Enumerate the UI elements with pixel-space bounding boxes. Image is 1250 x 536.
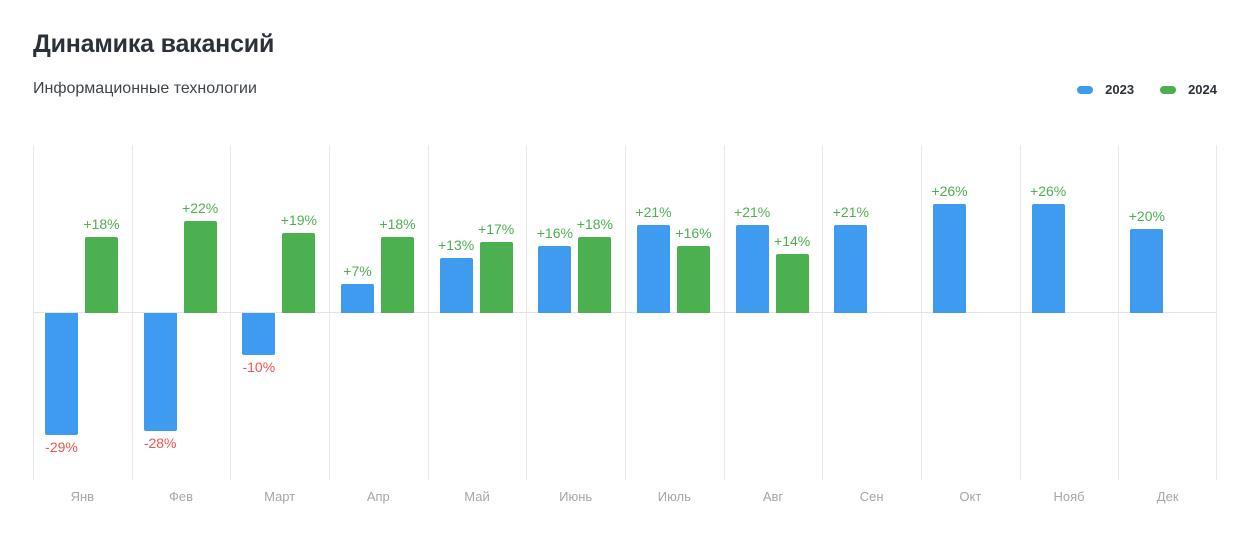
bar-2023-окт[interactable] [933,203,966,313]
bar-2023-июль[interactable] [637,224,670,313]
bar-value-label: -28% [143,434,177,451]
bar-value-label: +21% [832,203,869,220]
bar-2023-янв[interactable] [45,313,78,435]
x-axis-label-апр: Апр [366,489,390,504]
bar-2023-дек[interactable] [1130,229,1164,313]
bar-2023-нояб[interactable] [1031,203,1065,313]
x-axis-label-янв: Янв [70,489,95,504]
x-axis-label-фев: Фев [168,489,194,504]
bar-2024-май[interactable] [479,241,513,313]
bar-value-label: +17% [478,220,515,237]
bar-value-label: +19% [280,212,317,229]
bar-2024-фев[interactable] [183,220,217,313]
bar-2023-апр[interactable] [341,283,374,313]
x-axis-label-сен: Сен [859,489,884,504]
zero-axis-line [33,312,1217,313]
x-axis-label-март: Март [264,489,296,504]
x-axis-label-окт: Окт [959,489,982,504]
bar-value-label: +18% [379,216,416,233]
x-axis-label-май: Май [464,489,490,504]
bar-value-label: +13% [438,237,475,254]
legend-item-2024[interactable]: 2024 [1160,82,1217,97]
bar-2023-июнь[interactable] [538,245,572,313]
chart-subtitle: Информационные технологии [33,80,257,97]
legend-swatch-2023 [1077,85,1094,94]
x-axis-label-нояб: Нояб [1053,489,1085,504]
bar-2024-янв[interactable] [85,237,118,313]
bar-2024-апр[interactable] [381,237,414,313]
x-axis-label-июль: Июль [657,489,691,504]
bar-2024-июль[interactable] [677,245,710,313]
legend-label: 2023 [1105,82,1135,97]
bar-2023-май[interactable] [439,258,473,313]
legend-label: 2024 [1188,82,1217,97]
chart-area: -29% -28% -10% +7% +13% +16% +21% +21% +21% +26% +… [33,145,1217,504]
x-axis-label-дек: Дек [1156,489,1179,504]
bar-value-label: +16% [536,224,573,241]
bar-2023-авг[interactable] [735,224,769,313]
bar-2024-июнь[interactable] [578,237,612,313]
bar-2023-март[interactable] [242,313,276,355]
page-title: Динамика вакансий [33,30,275,58]
legend-swatch-2024 [1160,85,1177,94]
bar-value-label: -10% [242,359,276,375]
bar-value-label: +14% [774,233,811,250]
legend: 2023 2024 [1077,82,1217,97]
legend-item-2023[interactable]: 2023 [1077,82,1134,97]
bar-2024-авг[interactable] [775,254,809,313]
bar-value-label: +21% [635,203,672,220]
bar-2024-март[interactable] [282,233,316,313]
bar-value-label: +21% [734,203,771,220]
bar-value-label: +22% [182,199,219,216]
bar-2023-фев[interactable] [143,313,177,431]
bar-value-label: +20% [1128,208,1165,224]
bar-value-label: -29% [45,438,78,455]
x-axis-label-авг: Авг [762,489,784,504]
bar-value-label: +18% [576,216,613,233]
bar-value-label: +26% [931,182,968,199]
bar-value-label: +26% [1030,182,1067,199]
bar-2023-сен[interactable] [834,224,868,313]
x-axis-label-июнь: Июнь [559,489,593,504]
bar-value-label: +18% [83,216,120,233]
bar-value-label: +16% [675,224,712,241]
bar-value-label: +7% [343,262,372,279]
